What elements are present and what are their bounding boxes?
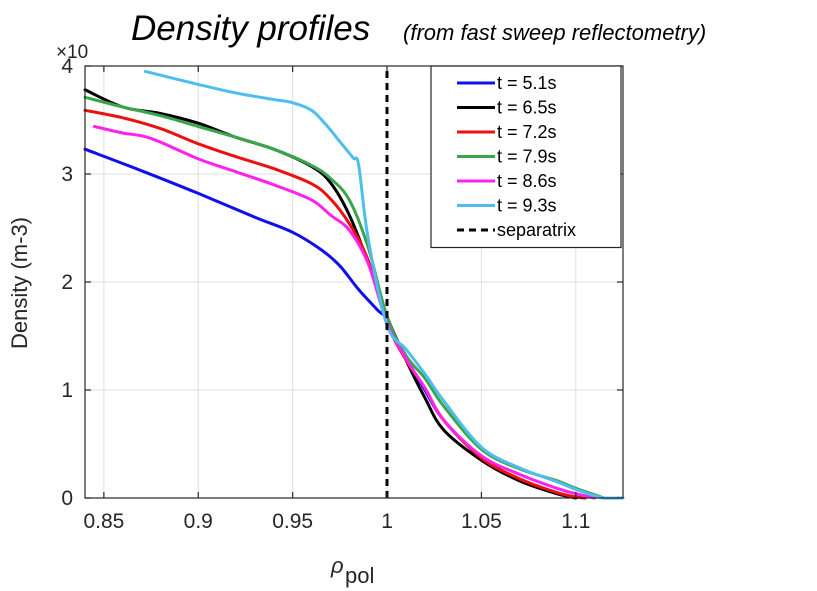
legend: t = 5.1s t = 6.5s t = 7.2s t = 7.9s t = 8.6s… <box>430 65 622 249</box>
y-tick-label: 3 <box>61 163 73 186</box>
legend-label: t = 7.9s <box>497 147 557 167</box>
axes-box <box>84 65 624 499</box>
legend-label: t = 7.2s <box>497 122 557 142</box>
y-tick-label: 2 <box>61 271 73 294</box>
chart-subtitle: (from fast sweep reflectometry) <box>403 20 706 45</box>
y-axis-label: Density (m-3) <box>7 217 32 349</box>
x-tick-label: 1 <box>381 510 393 533</box>
y-tick-labels: 0 1 2 3 4 <box>61 55 73 510</box>
y-tick-label: 4 <box>61 55 73 78</box>
legend-label: t = 5.1s <box>497 73 557 93</box>
chart-title: Density profiles <box>131 9 370 48</box>
legend-label: t = 8.6s <box>497 171 557 191</box>
series-layer <box>83 66 625 500</box>
x-tick-label: 0.95 <box>272 510 313 533</box>
x-tick-label: 0.9 <box>184 510 213 533</box>
x-axis-label-subscript: pol <box>345 563 374 588</box>
x-tick-labels: 0.85 0.9 0.95 1 1.05 1.1 <box>83 510 590 533</box>
legend-label: separatrix <box>497 220 576 240</box>
series-line-t-9-3s <box>143 69 625 500</box>
y-tick-label: 0 <box>61 487 73 510</box>
series-line-t-8-6s <box>92 125 597 500</box>
legend-label: t = 6.5s <box>497 98 557 118</box>
legend-label: t = 9.3s <box>497 196 557 216</box>
y-tick-label: 1 <box>61 379 73 402</box>
x-tick-label: 1.05 <box>461 510 502 533</box>
y-exponent-label: ×10 <box>56 42 88 63</box>
x-tick-label: 1.1 <box>561 510 590 533</box>
x-axis-label: ρ <box>330 553 344 578</box>
x-tick-label: 0.85 <box>83 510 124 533</box>
